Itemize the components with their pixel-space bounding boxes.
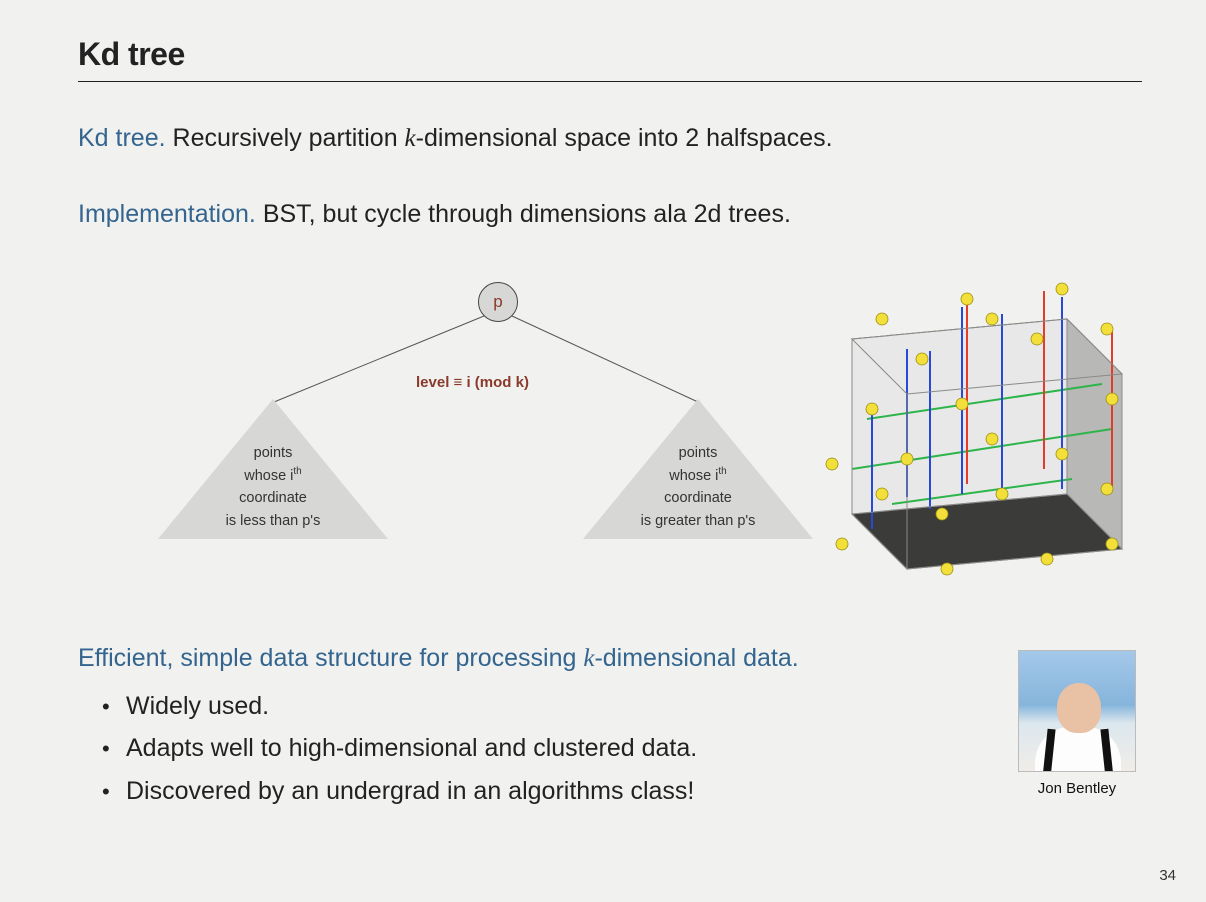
implementation-line: Implementation. BST, but cycle through d… — [78, 198, 1142, 232]
definition-text-b: -dimensional space into 2 halfspaces. — [416, 124, 833, 152]
tree-root-node: p — [478, 282, 518, 322]
photo-column: Jon Bentley — [1012, 650, 1142, 797]
bullet-item: Adapts well to high-dimensional and clus… — [126, 727, 992, 770]
cube-diagram — [802, 274, 1152, 594]
summary-k: k — [583, 645, 594, 672]
definition-text-a: Recursively partition — [166, 124, 405, 152]
photo-head-shape — [1057, 683, 1101, 733]
page-number: 34 — [1159, 867, 1176, 884]
summary-head-a: Efficient, simple data structure for pro… — [78, 644, 583, 672]
definition-line: Kd tree. Recursively partition k-dimensi… — [78, 122, 1142, 156]
author-photo — [1018, 650, 1136, 772]
photo-caption: Jon Bentley — [1012, 780, 1142, 797]
diagram-row: p level ≡ i (mod k) pointswhose ithcoord… — [78, 274, 1142, 594]
cube-svg — [812, 274, 1142, 594]
tree-level-label: level ≡ i (mod k) — [416, 374, 529, 391]
tree-diagram: p level ≡ i (mod k) pointswhose ithcoord… — [78, 274, 718, 554]
summary-head-b: -dimensional data. — [594, 644, 798, 672]
bullet-item: Widely used. — [126, 685, 992, 728]
summary-heading: Efficient, simple data structure for pro… — [78, 644, 992, 673]
implementation-text: BST, but cycle through dimensions ala 2d… — [256, 200, 791, 228]
definition-k: k — [405, 125, 416, 152]
implementation-lead: Implementation. — [78, 200, 256, 228]
summary-row: Efficient, simple data structure for pro… — [78, 644, 1142, 813]
tree-left-label: pointswhose ithcoordinateis less than p'… — [183, 442, 363, 533]
tree-right-label: pointswhose ithcoordinateis greater than… — [608, 442, 788, 533]
bullet-list: Widely used. Adapts well to high-dimensi… — [78, 685, 992, 813]
definition-lead: Kd tree. — [78, 124, 166, 152]
slide-title: Kd tree — [78, 36, 1142, 82]
slide: Kd tree Kd tree. Recursively partition k… — [0, 0, 1206, 902]
bullet-item: Discovered by an undergrad in an algorit… — [126, 770, 992, 813]
summary-text: Efficient, simple data structure for pro… — [78, 644, 992, 813]
